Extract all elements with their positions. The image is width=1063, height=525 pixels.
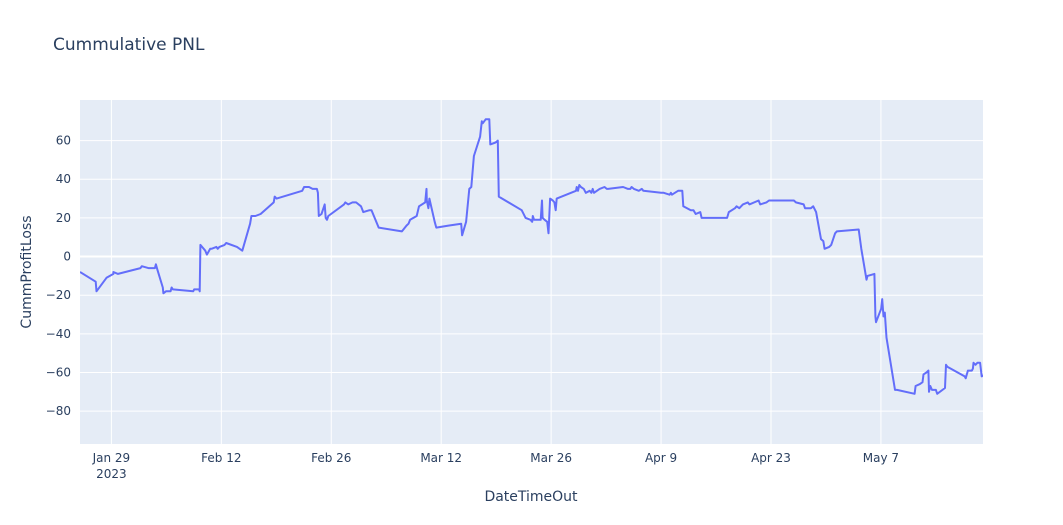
y-tick-label: 0 [63,250,71,264]
y-tick-label: −20 [46,288,71,302]
x-tick-label: Apr 9 [645,451,677,465]
x-tick-label: Apr 23 [751,451,791,465]
y-tick-label: −40 [46,327,71,341]
chart-title: Cummulative PNL [53,35,205,55]
plot-area [80,100,983,444]
x-tick-label: Jan 29 [92,451,131,465]
x-tick-label: Mar 26 [530,451,572,465]
x-tick-year-label: 2023 [96,467,127,481]
series-group [80,118,983,395]
y-axis-title: CummProfitLoss [19,215,35,328]
x-axis-ticks: Jan 29 2023 Feb 12 Feb 26 Mar 12 Mar 26 Apr 9 A… [92,451,899,481]
y-tick-label: 60 [56,134,71,148]
x-tick-label: Feb 12 [201,451,241,465]
series-line [80,118,983,395]
x-tick-label: Feb 26 [311,451,351,465]
y-tick-label: −80 [46,404,71,418]
x-tick-label: Mar 12 [420,451,462,465]
x-tick-label: May 7 [863,451,899,465]
y-tick-label: −60 [46,365,71,379]
y-tick-label: 40 [56,172,71,186]
y-axis-ticks: 60 40 20 0 −20 −40 −60 −80 [46,134,71,419]
x-axis-title: DateTimeOut [484,489,578,505]
gridlines [80,100,983,444]
y-tick-label: 20 [56,211,71,225]
